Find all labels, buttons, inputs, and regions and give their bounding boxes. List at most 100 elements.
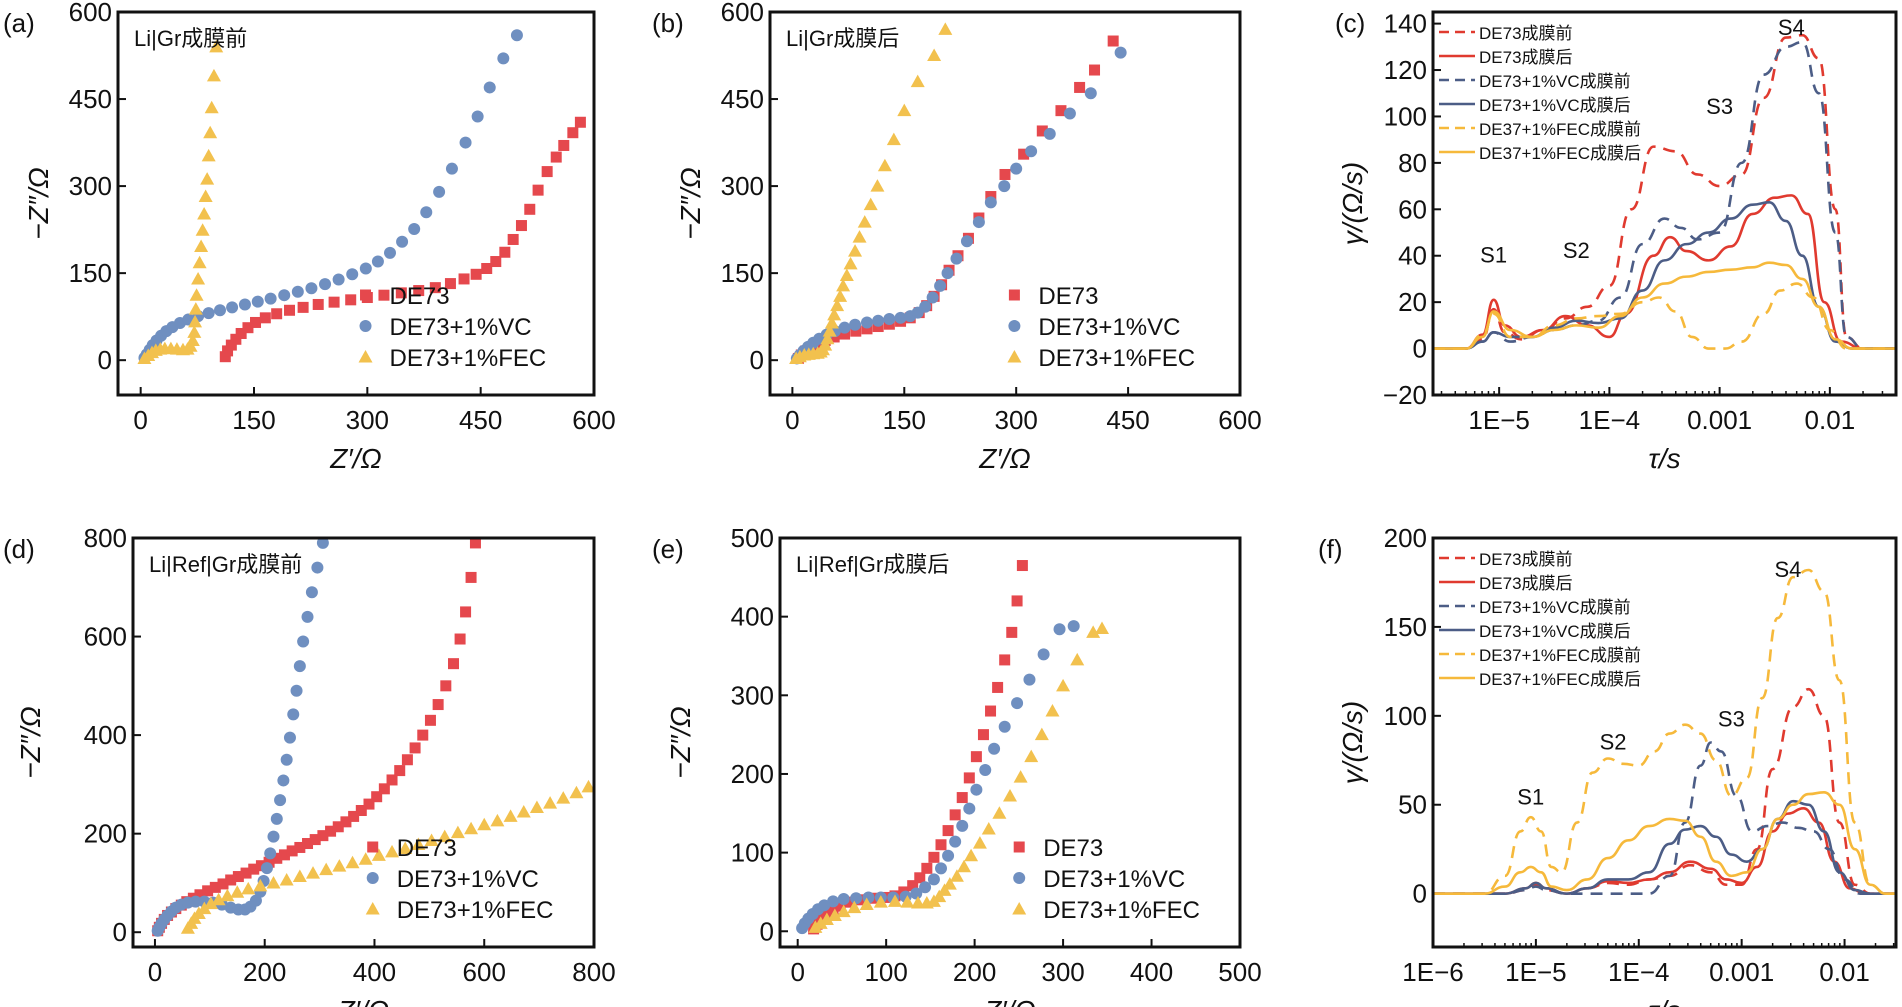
- data-point: [437, 829, 452, 843]
- data-point: [398, 841, 413, 854]
- data-point: [524, 203, 536, 215]
- legend-entry: DE73+1%VC成膜前: [1479, 598, 1631, 617]
- series-DE73+1%VC: [138, 29, 523, 364]
- x-tick-label: 1E−5: [1468, 405, 1529, 435]
- series-DE73+1%FEC: [789, 22, 953, 364]
- data-point: [937, 883, 952, 896]
- data-point: [203, 896, 218, 910]
- data-point: [328, 296, 340, 308]
- data-point: [222, 345, 234, 357]
- legend-entry: DE73成膜后: [1479, 48, 1573, 67]
- data-point: [311, 561, 324, 574]
- data-point: [301, 610, 314, 623]
- y-tick-label: 140: [1384, 9, 1427, 39]
- x-tick-label: 100: [864, 957, 907, 987]
- y-tick-label: 150: [721, 258, 764, 288]
- data-point: [956, 792, 968, 804]
- data-point: [188, 314, 203, 328]
- x-tick-label: 500: [1218, 957, 1261, 987]
- x-tick-label: 1E−6: [1402, 957, 1463, 987]
- y-tick-label: 300: [731, 680, 774, 710]
- legend-marker: [1012, 902, 1027, 915]
- series-DE73+1%VC: [796, 620, 1080, 935]
- data-point: [848, 244, 863, 257]
- x-tick-label: 0: [785, 405, 799, 435]
- data-point: [850, 325, 862, 337]
- data-point: [371, 791, 383, 803]
- data-point: [861, 323, 873, 335]
- y-axis-label: −Z″/Ω: [665, 706, 696, 778]
- data-point: [306, 866, 321, 879]
- data-point: [483, 81, 496, 94]
- data-point: [979, 764, 992, 777]
- data-point: [394, 765, 406, 777]
- x-axis-label: Z′/Ω: [983, 995, 1035, 1007]
- data-point: [413, 285, 425, 297]
- data-point: [850, 892, 863, 905]
- y-tick-label: 450: [69, 84, 112, 114]
- data-point: [490, 813, 505, 827]
- data-point: [206, 68, 221, 82]
- data-point: [888, 894, 902, 907]
- x-tick-label: 400: [1130, 957, 1173, 987]
- data-point: [316, 538, 329, 549]
- plot-frame: [1431, 10, 1898, 397]
- data-point: [1067, 620, 1080, 633]
- legend-marker: [365, 902, 380, 915]
- legend-entry: DE73: [390, 283, 450, 310]
- data-point: [191, 271, 206, 285]
- inset-title: Li|Ref|Gr成膜前: [149, 552, 302, 577]
- y-axis-label: −Z″/Ω: [675, 167, 706, 239]
- x-tick-label: 300: [1041, 957, 1084, 987]
- series-DE73+1%FEC: [180, 779, 594, 934]
- data-point: [1070, 652, 1085, 666]
- data-point: [849, 318, 862, 331]
- legend-entry: DE73: [397, 835, 457, 862]
- data-point: [543, 796, 558, 809]
- panel-b: (b) 0 150 300 450 600 0 150 300 450 600 Z′/Ω −Z″/Ω Li…: [652, 0, 1262, 474]
- data-point: [942, 849, 955, 862]
- data-point: [813, 916, 828, 929]
- y-tick-label: 800: [84, 523, 127, 553]
- data-point: [448, 658, 460, 670]
- data-point: [302, 838, 314, 850]
- data-point: [464, 821, 479, 835]
- data-point: [312, 298, 324, 310]
- data-point: [992, 806, 1007, 819]
- legend: DE73 DE73+1%VC DE73+1%FEC: [1007, 283, 1195, 372]
- peak-annotation: S3: [1706, 94, 1733, 119]
- peak-annotation: S3: [1718, 706, 1745, 731]
- panel-label: (d): [3, 534, 35, 564]
- plot-frame: [1431, 536, 1898, 949]
- data-point: [225, 339, 237, 351]
- plot-area: [1433, 568, 1896, 895]
- series-line-DE73+1%VC成膜前: [1433, 40, 1896, 350]
- data-point: [297, 301, 309, 313]
- data-point: [516, 804, 531, 818]
- series-line-DE37+1%FEC成膜后: [1433, 261, 1896, 350]
- data-point: [279, 872, 294, 886]
- data-point: [556, 791, 571, 804]
- legend-entry: DE73+1%FEC: [390, 345, 547, 372]
- data-point: [972, 836, 987, 849]
- data-point: [477, 817, 492, 831]
- data-point: [836, 278, 851, 292]
- data-point: [194, 239, 209, 252]
- data-point: [1107, 35, 1119, 47]
- data-point: [189, 895, 202, 908]
- x-tick-label: 200: [243, 957, 286, 987]
- data-point: [1006, 626, 1018, 638]
- x-tick-label: 600: [572, 405, 615, 435]
- data-point: [910, 887, 923, 900]
- plot-frame: [116, 10, 596, 397]
- y-tick-label: 40: [1398, 241, 1427, 271]
- legend-entry: DE73成膜前: [1479, 550, 1573, 569]
- legend-entry: DE73+1%VC: [397, 866, 539, 893]
- data-point: [395, 287, 407, 299]
- data-point: [470, 268, 482, 280]
- data-point: [999, 168, 1011, 180]
- data-point: [332, 821, 344, 833]
- data-point: [459, 136, 472, 149]
- data-point: [396, 235, 409, 248]
